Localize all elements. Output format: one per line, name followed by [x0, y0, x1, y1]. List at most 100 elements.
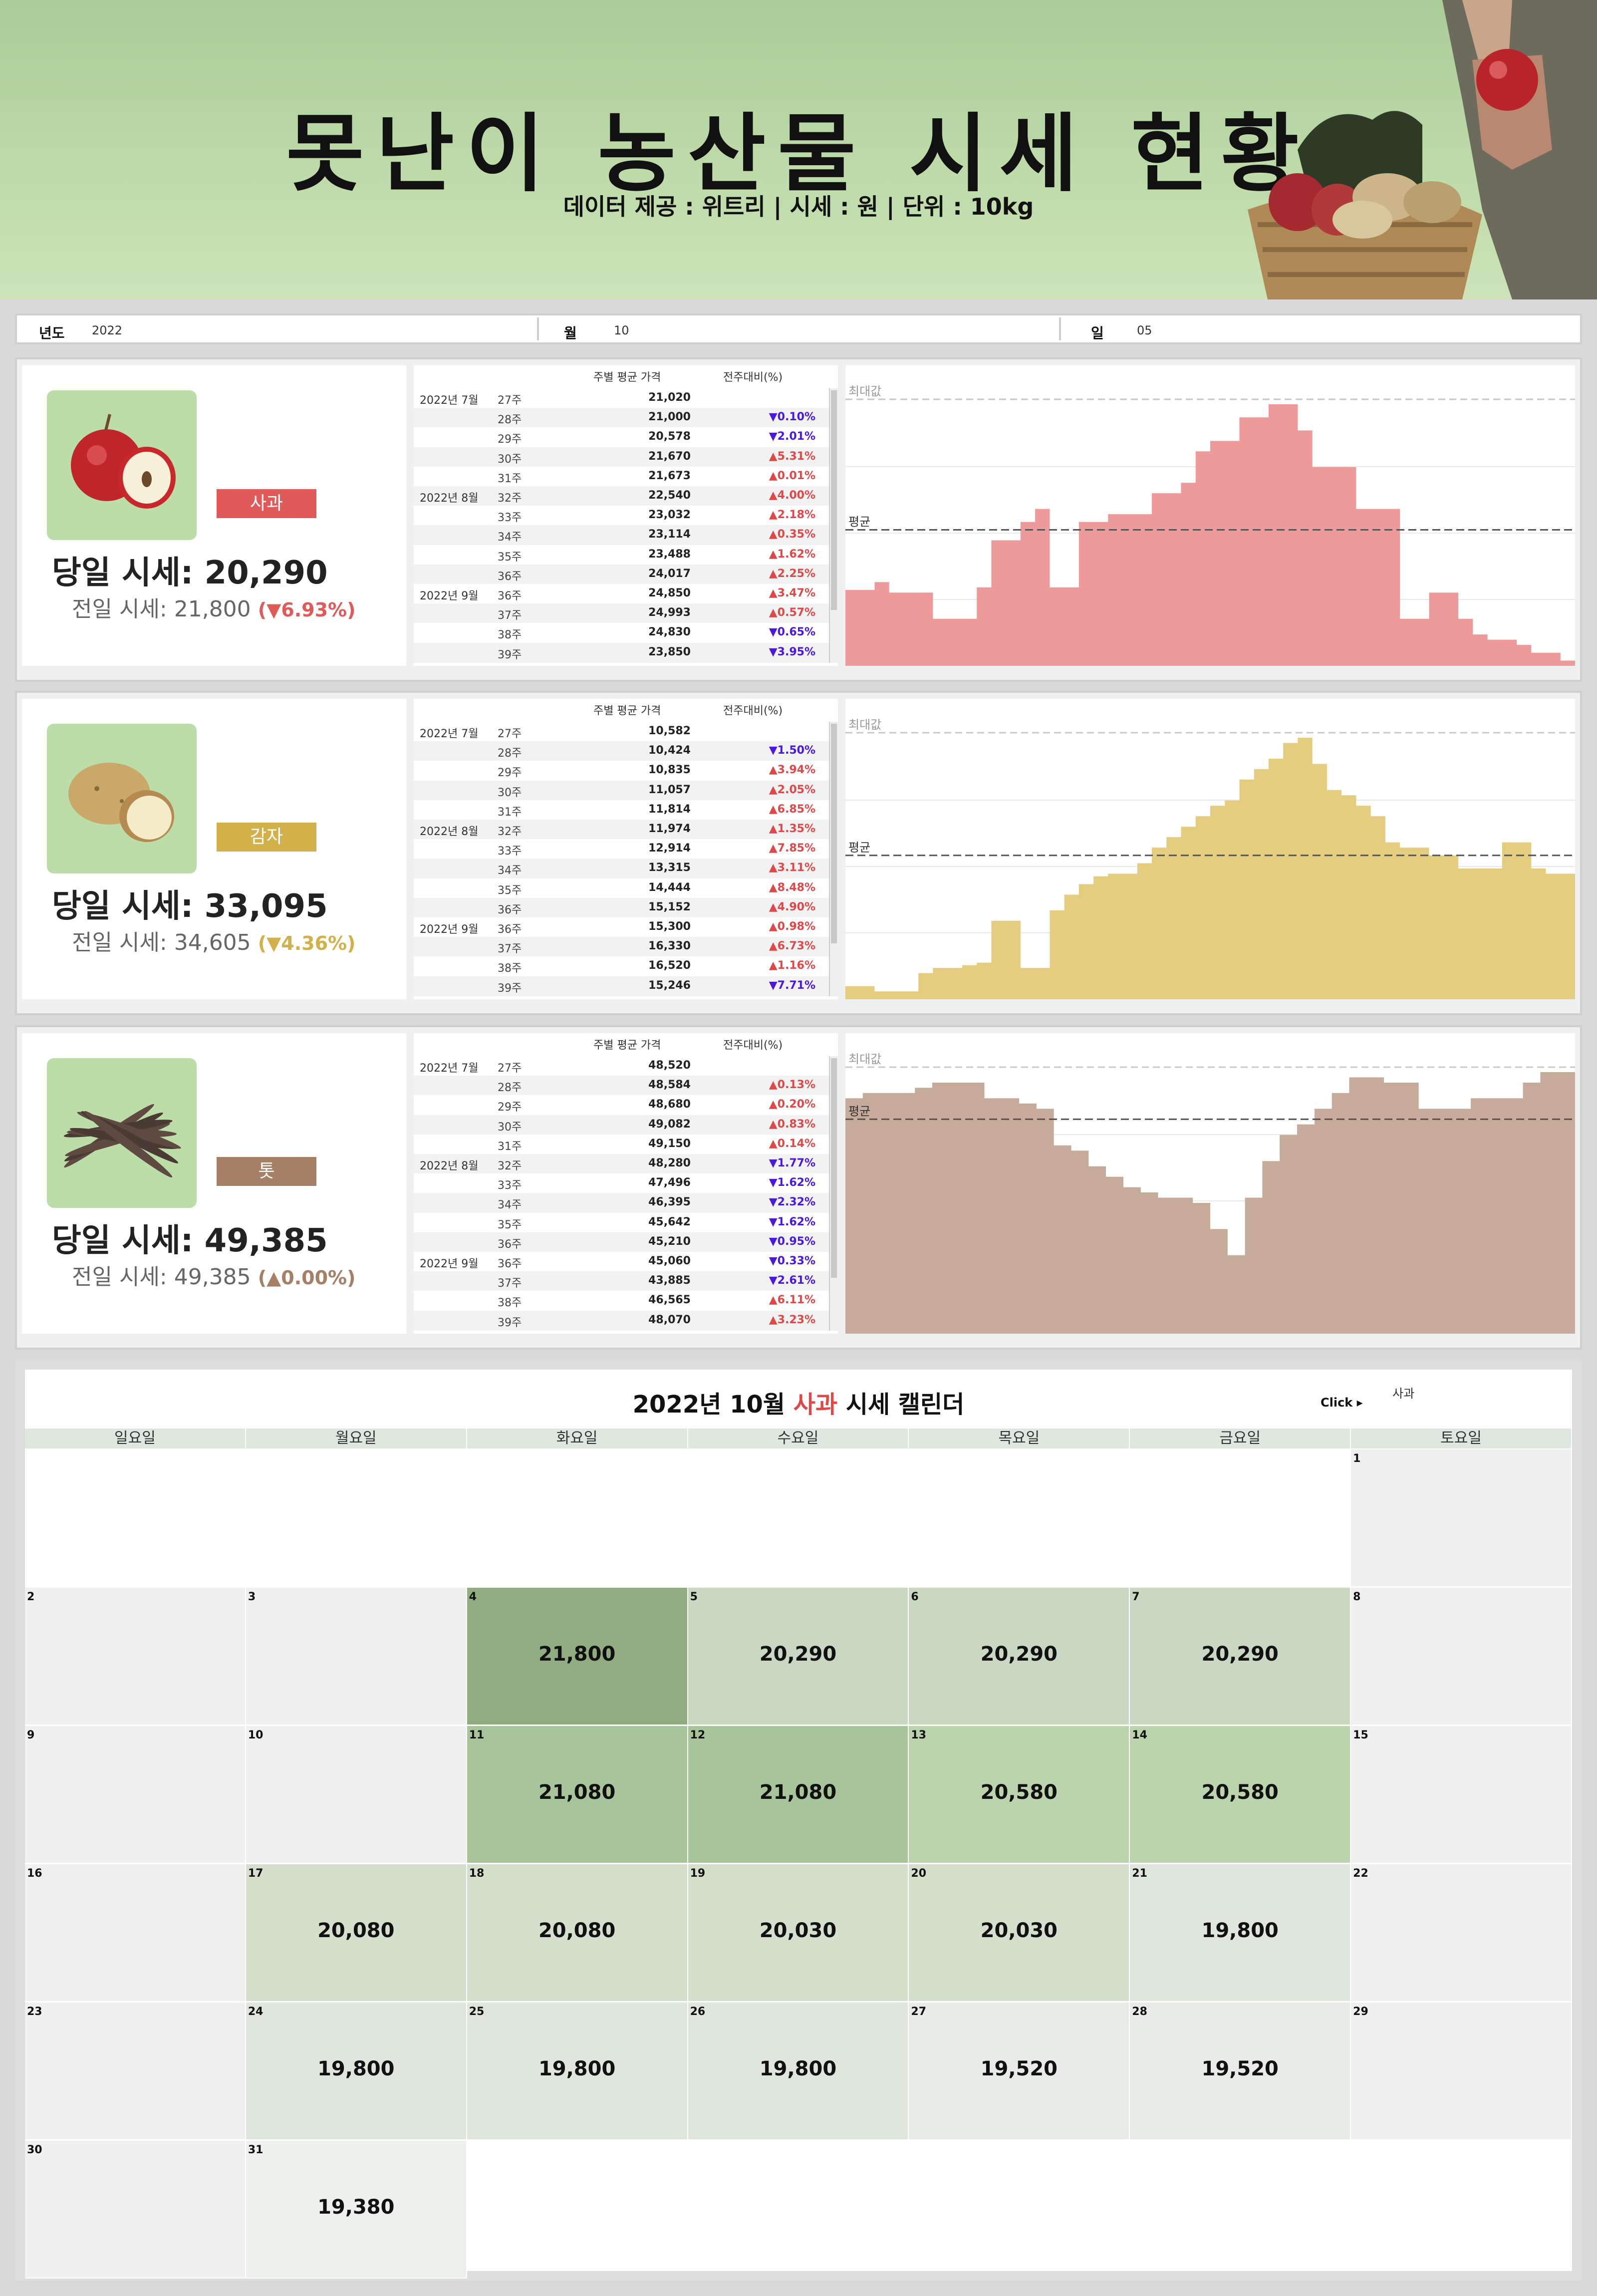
calendar-empty-cell — [1130, 1449, 1351, 1587]
scrollbar-thumb[interactable] — [831, 724, 837, 943]
calendar-day-cell[interactable]: 26 19,800 — [688, 2003, 909, 2140]
calendar-title-item: 사과 — [793, 1391, 838, 1419]
table-row: 33주 23,032 ▲2.18% — [414, 506, 829, 526]
calendar-day-cell[interactable]: 23 — [25, 2003, 246, 2140]
avg-price-cell: 46,395 — [648, 1196, 691, 1209]
calendar-day-cell[interactable]: 12 21,080 — [688, 1726, 909, 1864]
table-scrollbar[interactable] — [829, 1056, 838, 1331]
product-image — [47, 390, 197, 540]
month-cell: 2022년 8월 — [420, 492, 479, 505]
day-number: 6 — [911, 1591, 919, 1603]
week-cell: 30주 — [498, 786, 522, 799]
scrollbar-thumb[interactable] — [831, 1058, 837, 1278]
calendar-day-cell[interactable]: 1 — [1351, 1449, 1572, 1587]
calendar-title-month: 2022년 10월 — [632, 1391, 786, 1419]
week-cell: 39주 — [498, 1316, 522, 1329]
calendar-day-cell[interactable]: 20 20,030 — [909, 1864, 1130, 2002]
calendar-day-cell[interactable]: 14 20,580 — [1130, 1726, 1351, 1864]
calendar-day-cell[interactable]: 3 — [246, 1588, 467, 1725]
calendar-day-cell[interactable]: 19 20,030 — [688, 1864, 909, 2002]
farmer-basket-illustration — [1248, 0, 1597, 299]
calendar-day-cell[interactable]: 2 — [25, 1588, 246, 1725]
today-price: 당일 시세: 20,290 — [52, 555, 328, 591]
day-price: 20,030 — [980, 1919, 1058, 1942]
calendar-day-cell[interactable]: 16 — [25, 1864, 246, 2002]
calendar-day-cell[interactable]: 28 19,520 — [1130, 2003, 1351, 2140]
change-cell: ▲1.35% — [769, 823, 815, 835]
day-price: 19,800 — [317, 2057, 395, 2080]
calendar-day-cell[interactable]: 31 19,380 — [246, 2141, 467, 2279]
calendar-day-cell[interactable]: 27 19,520 — [909, 2003, 1130, 2140]
weekday-header: 화요일 — [467, 1429, 688, 1448]
week-cell: 37주 — [498, 609, 522, 622]
week-cell: 29주 — [498, 433, 522, 446]
calendar-day-cell[interactable]: 18 20,080 — [467, 1864, 688, 2002]
weekday-header: 일요일 — [25, 1429, 246, 1448]
week-cell: 33주 — [498, 845, 522, 858]
table-scrollbar[interactable] — [829, 388, 838, 663]
calendar-item-selector[interactable]: 사과 — [1392, 1387, 1415, 1401]
month-filter[interactable]: 월 10 — [539, 317, 1061, 341]
calendar-day-cell[interactable]: 15 — [1351, 1726, 1572, 1864]
weekly-price-table: 주별 평균 가격 전주대비(%) 2022년 7월 27주 48,520 28주 48,58… — [414, 1033, 838, 1334]
avg-price-cell: 21,000 — [648, 411, 691, 424]
day-number: 15 — [1353, 1729, 1368, 1741]
calendar-item-click-label[interactable]: Click ▸ — [1321, 1396, 1363, 1410]
day-filter[interactable]: 일 05 — [1061, 317, 1580, 341]
avg-price-cell: 11,057 — [648, 783, 691, 796]
table-row: 34주 13,315 ▲3.11% — [414, 859, 829, 879]
week-cell: 38주 — [498, 1297, 522, 1310]
calendar-day-cell[interactable]: 25 19,800 — [467, 2003, 688, 2140]
day-number: 20 — [911, 1867, 927, 1880]
avg-price-cell: 15,152 — [648, 900, 691, 913]
week-over-week-header: 전주대비(%) — [723, 705, 783, 717]
table-scrollbar[interactable] — [829, 722, 838, 996]
calendar-day-cell[interactable]: 8 — [1351, 1588, 1572, 1725]
year-filter-label: 년도 — [39, 325, 65, 341]
change-cell: ▲6.85% — [769, 803, 815, 816]
weekday-header: 목요일 — [909, 1429, 1130, 1448]
calendar-day-cell[interactable]: 7 20,290 — [1130, 1588, 1351, 1725]
weekly-price-rows[interactable]: 2022년 7월 27주 21,020 28주 21,000 ▼0.10% 29주 20,57… — [414, 388, 829, 663]
calendar-day-cell[interactable]: 17 20,080 — [246, 1864, 467, 2002]
calendar-day-cell[interactable]: 21 19,800 — [1130, 1864, 1351, 2002]
table-row: 35주 14,444 ▲8.48% — [414, 878, 829, 898]
calendar-day-cell[interactable]: 22 — [1351, 1864, 1572, 2002]
avg-price-cell: 11,814 — [648, 803, 691, 816]
change-cell: ▼1.62% — [769, 1215, 815, 1228]
weekly-price-rows[interactable]: 2022년 7월 27주 48,520 28주 48,584 ▲0.13% 29주 48,68… — [414, 1056, 829, 1331]
calendar-day-cell[interactable]: 13 20,580 — [909, 1726, 1130, 1864]
week-cell: 34주 — [498, 864, 522, 877]
weekday-header: 금요일 — [1130, 1429, 1351, 1448]
product-summary-card: 사과 당일 시세: 20,290 전일 시세: 21,800 (▼6.93%) — [22, 365, 406, 666]
table-row: 36주 15,152 ▲4.90% — [414, 897, 829, 918]
year-filter[interactable]: 년도 2022 — [17, 317, 539, 341]
calendar-day-cell[interactable]: 10 — [246, 1726, 467, 1864]
table-row: 28주 10,424 ▼1.50% — [414, 741, 829, 762]
weekday-header: 월요일 — [246, 1429, 467, 1448]
calendar-day-cell[interactable]: 30 — [25, 2141, 246, 2279]
calendar-day-cell[interactable]: 4 21,800 — [467, 1588, 688, 1725]
day-price: 20,080 — [317, 1919, 395, 1942]
calendar-day-cell[interactable]: 5 20,290 — [688, 1588, 909, 1725]
table-row: 31주 21,673 ▲0.01% — [414, 466, 829, 487]
avg-price-cell: 24,993 — [648, 606, 691, 619]
day-price: 20,290 — [759, 1643, 837, 1666]
price-change: (▲0.00%) — [258, 1267, 356, 1289]
calendar-day-cell[interactable]: 24 19,800 — [246, 2003, 467, 2140]
day-number: 8 — [1353, 1591, 1361, 1603]
calendar-day-cell[interactable]: 11 21,080 — [467, 1726, 688, 1864]
table-row: 39주 48,070 ▲3.23% — [414, 1310, 829, 1331]
calendar-day-cell[interactable]: 29 — [1351, 2003, 1572, 2140]
table-row: 37주 24,993 ▲0.57% — [414, 603, 829, 624]
potato-icon — [68, 763, 174, 842]
month-filter-value: 10 — [614, 323, 629, 337]
weekly-price-rows[interactable]: 2022년 7월 27주 10,582 28주 10,424 ▼1.50% 29주 10,83… — [414, 722, 829, 996]
avg-price-cell: 49,082 — [648, 1118, 691, 1131]
scrollbar-thumb[interactable] — [831, 390, 837, 610]
day-price: 19,800 — [759, 2057, 837, 2080]
calendar-day-cell[interactable]: 6 20,290 — [909, 1588, 1130, 1725]
month-cell: 2022년 9월 — [420, 590, 479, 602]
calendar-day-cell[interactable]: 9 — [25, 1726, 246, 1864]
